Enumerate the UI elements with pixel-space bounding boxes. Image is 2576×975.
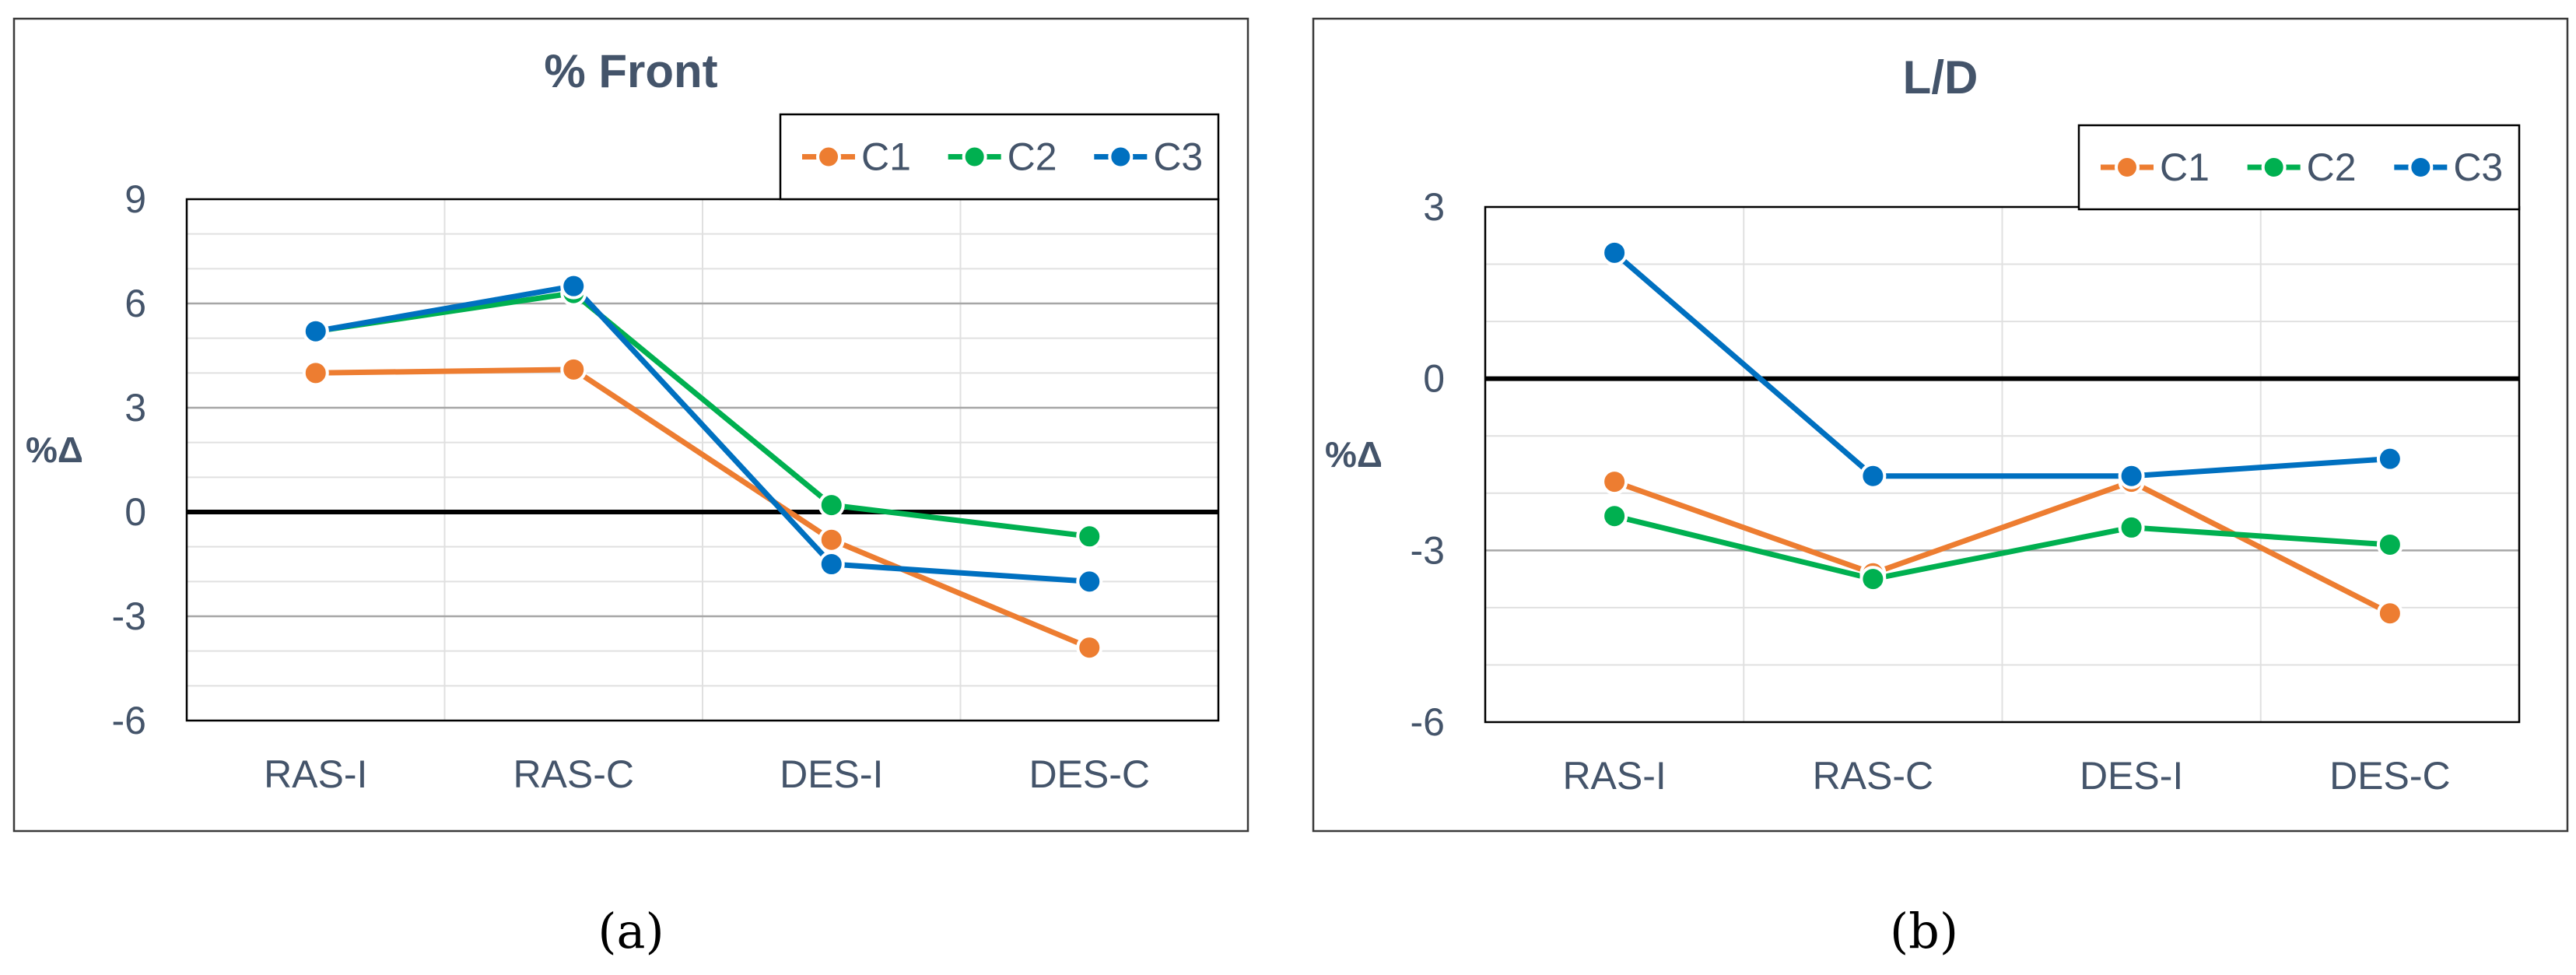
y-tick-label: 0 [124,490,146,534]
series-line-c2 [1614,513,2391,582]
x-tick-label: RAS-C [513,752,634,796]
series-line-c3 [1612,251,2391,479]
data-point-c2 [1076,523,1103,550]
chart-panel-b: -6 -3 0 3 RAS-I RAS-C DES-I DES-C %Δ L/D C1 C2 C3 [1312,17,2569,833]
data-point-c3 [818,551,845,577]
panel-caption-b: (b) [1890,903,1958,959]
chart-panel-a: -6 -3 0 3 6 9 RAS-I RAS-C DES-I DES-C %Δ % Front C1 C… [12,17,1249,833]
data-point-c3 [1859,462,1887,489]
panel-caption-a: (a) [598,903,664,959]
legend-marker-c3 [2408,155,2434,180]
x-tick-label: DES-I [2080,754,2183,798]
series-line-c1 [315,367,1091,651]
data-point-c3 [2376,445,2403,472]
legend-label-c3: C3 [2453,146,2503,189]
data-point-c2 [1601,503,1628,530]
chart-title: % Front [544,45,717,97]
y-tick-label: 9 [124,177,146,221]
data-point-c1 [302,359,329,387]
y-tick-label: 3 [1423,185,1445,229]
y-axis-label: %Δ [26,430,83,470]
legend-label-c1: C1 [2160,146,2210,189]
legend-label-c2: C2 [2307,146,2357,189]
data-point-c1 [1076,634,1103,661]
y-tick-label: -6 [112,699,146,742]
y-tick-label: 3 [124,386,146,430]
data-point-c2 [818,492,845,519]
data-point-c3 [2118,462,2145,489]
y-tick-label: -6 [1411,700,1445,744]
data-point-c3 [1076,568,1103,595]
plot-area [1484,205,2521,724]
x-tick-label: RAS-C [1813,754,1934,798]
y-tick-label: 0 [1423,357,1445,401]
data-point-c3 [1601,239,1628,266]
data-point-c2 [2376,531,2403,558]
y-axis-label: %Δ [1325,434,1383,475]
plot-area [185,198,1220,722]
x-tick-label: RAS-I [1562,754,1666,798]
series-line-c2 [315,290,1090,539]
data-point-c1 [1601,468,1628,496]
data-point-c1 [2376,600,2403,627]
legend-marker-c1 [816,144,841,170]
legend-label-c1: C1 [861,135,911,179]
legend-marker-c3 [1108,144,1134,170]
data-point-c1 [818,526,845,553]
legend-label-c3: C3 [1153,135,1203,179]
y-tick-label: -3 [112,594,146,638]
y-tick-label: -3 [1411,528,1445,572]
series-line-c3 [315,283,1090,584]
data-point-c3 [302,317,329,345]
data-point-c2 [1859,566,1887,593]
x-tick-label: DES-I [780,752,883,796]
chart-title: L/D [1903,51,1978,103]
data-point-c3 [560,272,587,300]
data-point-c2 [2118,514,2145,541]
series-line-c1 [1613,479,2392,616]
legend-label-c2: C2 [1008,135,1057,179]
legend-marker-c2 [2261,155,2287,180]
data-point-c1 [560,356,587,383]
legend-marker-c1 [2115,155,2140,180]
legend-marker-c2 [962,144,987,170]
y-tick-label: 6 [124,282,146,325]
x-tick-label: DES-C [1029,752,1150,796]
x-tick-label: DES-C [2329,754,2451,798]
x-tick-label: RAS-I [264,752,367,796]
